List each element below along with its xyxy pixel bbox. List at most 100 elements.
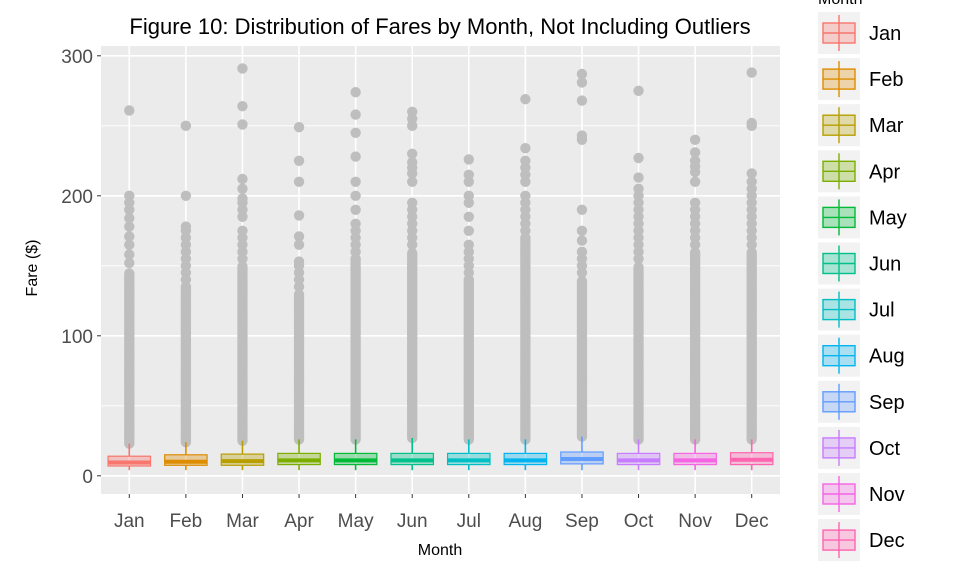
legend-item-oct: Oct (818, 426, 901, 469)
outlier-point (463, 169, 474, 180)
outlier-point (576, 77, 588, 88)
box-may (333, 439, 378, 471)
outlier-point (124, 213, 135, 224)
outlier-point (180, 190, 192, 201)
legend-title: Month (818, 0, 862, 8)
outlier-point (293, 289, 305, 300)
outlier-point (576, 276, 588, 287)
outlier-point (689, 134, 701, 145)
y-tick-label: 0 (82, 467, 93, 488)
outlier-point (633, 85, 644, 97)
outlier-point (350, 151, 361, 162)
legend-label: Apr (869, 161, 900, 183)
plot-panel (101, 46, 780, 494)
outlier-point (576, 204, 588, 215)
legend-label: Dec (869, 530, 905, 552)
box-jun (390, 438, 435, 471)
legend-item-jul: Jul (818, 288, 895, 331)
outlier-point (520, 190, 531, 201)
outlier-point (124, 249, 135, 260)
outlier-point (293, 176, 305, 187)
y-tick-label: 100 (61, 327, 93, 348)
legend-item-mar: Mar (818, 104, 904, 147)
legend-item-jan: Jan (818, 12, 901, 54)
box-jul (446, 439, 491, 471)
outlier-point (520, 143, 531, 154)
outlier-point (237, 101, 248, 112)
box-series (107, 436, 774, 471)
y-tick-label: 300 (61, 47, 93, 68)
outlier-point (350, 127, 361, 138)
box-mar (220, 440, 265, 471)
outlier-point (576, 225, 588, 236)
x-tick-label: Jun (397, 511, 428, 532)
legend: Month Jan Feb Mar Apr May Jun Jul Aug Sep Oct Nov D… (818, 0, 907, 562)
box-apr (277, 439, 321, 471)
outlier-point (576, 95, 588, 106)
outlier-point (576, 68, 588, 80)
outlier-point (350, 204, 361, 215)
outlier-point (350, 218, 361, 229)
outlier-point (576, 130, 588, 141)
x-tick-label: Nov (678, 511, 712, 532)
outlier-point (237, 173, 248, 185)
outlier-points (124, 63, 757, 449)
outlier-point (633, 183, 644, 194)
outlier-point (407, 106, 418, 118)
outlier-point (180, 120, 192, 131)
box-aug (503, 439, 548, 471)
outlier-point (520, 155, 531, 166)
legend-label: Jun (869, 254, 901, 276)
legend-label: Jan (869, 23, 901, 45)
outlier-point (463, 225, 474, 236)
outlier-point (237, 63, 248, 74)
x-tick-label: Feb (170, 511, 203, 532)
outlier-point (746, 247, 757, 258)
outlier-point (180, 221, 192, 232)
outlier-point (124, 231, 135, 242)
outlier-point (293, 155, 305, 166)
outlier-point (350, 87, 361, 98)
outlier-point (689, 197, 701, 208)
outlier-point (124, 190, 135, 201)
legend-label: Jul (869, 300, 895, 322)
x-axis-title: Month (418, 542, 462, 559)
outlier-point (350, 109, 361, 120)
outlier-point (237, 193, 248, 204)
outlier-point (237, 225, 248, 236)
x-tick-label: Jan (114, 511, 145, 532)
box-dec (729, 439, 774, 471)
outlier-point (633, 172, 644, 183)
legend-label: Nov (869, 484, 905, 506)
legend-label: May (869, 207, 907, 229)
outlier-point (350, 176, 361, 187)
legend-label: Feb (869, 69, 903, 91)
outlier-point (407, 197, 418, 208)
outlier-point (407, 176, 418, 187)
legend-item-apr: Apr (818, 150, 900, 193)
outlier-point (124, 239, 135, 250)
outlier-point (463, 239, 474, 250)
x-tick-label: Sep (565, 511, 599, 532)
chart-title: Figure 10: Distribution of Fares by Mont… (129, 14, 750, 39)
outlier-point (237, 261, 248, 272)
outlier-point (746, 117, 757, 129)
box-oct (616, 439, 661, 471)
x-tick-label: Mar (226, 511, 259, 532)
x-tick-label: May (338, 511, 374, 532)
outlier-point (689, 176, 701, 187)
legend-item-nov: Nov (818, 473, 905, 515)
legend-item-may: May (818, 196, 907, 239)
outlier-point (463, 211, 474, 222)
x-tick-label: Dec (735, 511, 769, 532)
outlier-point (407, 148, 418, 159)
legend-item-jun: Jun (818, 242, 901, 285)
x-tick-label: Oct (624, 511, 654, 532)
outlier-point (689, 247, 701, 258)
outlier-point (746, 168, 757, 179)
outlier-point (293, 231, 305, 242)
outlier-point (520, 94, 531, 105)
outlier-point (237, 119, 248, 130)
x-tick-label: Jul (457, 511, 481, 532)
